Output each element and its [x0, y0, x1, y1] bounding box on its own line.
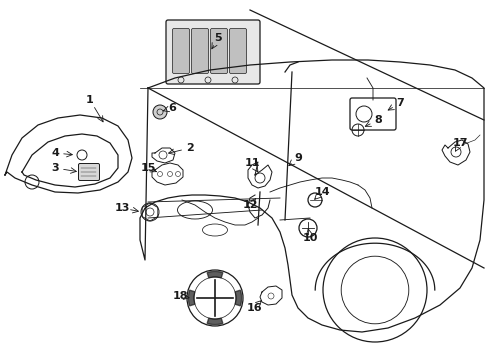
Text: 9: 9 — [293, 153, 301, 163]
Text: 2: 2 — [186, 143, 193, 153]
FancyBboxPatch shape — [172, 28, 189, 73]
FancyBboxPatch shape — [191, 28, 208, 73]
Polygon shape — [235, 290, 241, 306]
FancyBboxPatch shape — [165, 20, 260, 84]
Polygon shape — [207, 271, 223, 278]
Polygon shape — [207, 318, 223, 325]
Text: 13: 13 — [114, 203, 129, 213]
Text: 3: 3 — [51, 163, 59, 173]
Circle shape — [153, 105, 167, 119]
FancyBboxPatch shape — [79, 163, 99, 180]
Polygon shape — [188, 290, 195, 306]
Text: 15: 15 — [140, 163, 155, 173]
FancyBboxPatch shape — [210, 28, 227, 73]
FancyBboxPatch shape — [229, 28, 246, 73]
Text: 5: 5 — [214, 33, 222, 43]
Text: 18: 18 — [172, 291, 187, 301]
Text: 17: 17 — [451, 138, 467, 148]
Text: 16: 16 — [245, 303, 261, 313]
Text: 4: 4 — [51, 148, 59, 158]
Text: 6: 6 — [168, 103, 176, 113]
Text: 1: 1 — [86, 95, 94, 105]
Text: 11: 11 — [244, 158, 259, 168]
Text: 10: 10 — [302, 233, 317, 243]
Text: 8: 8 — [373, 115, 381, 125]
Text: 12: 12 — [242, 200, 257, 210]
Text: 7: 7 — [395, 98, 403, 108]
Text: 14: 14 — [314, 187, 329, 197]
